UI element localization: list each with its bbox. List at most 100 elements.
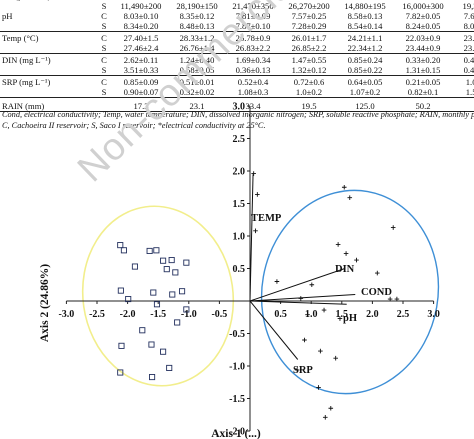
table-cell: …±300 <box>392 0 454 1</box>
table-cell: 0.85±0.24 <box>347 55 383 65</box>
y-tick-label: 0.5 <box>233 264 246 275</box>
table-cell: 19.5 <box>301 101 317 111</box>
plus-point <box>341 184 347 190</box>
table-cell: …±90 <box>450 0 474 1</box>
x-tick-label: -0.5 <box>211 309 227 320</box>
table-cell: 7.81±0.09 <box>235 11 271 21</box>
table-row-partial: EC (µS cm⁻¹) …±1.0…±350…±100…±200…±275…±3… <box>0 0 474 1</box>
table-cell: 27.46±2.4 <box>123 43 159 53</box>
y-tick-label: 3.0 <box>233 102 246 113</box>
table-cell: 0.85±0.09 <box>123 77 159 87</box>
table-cell: 7.57±0.25 <box>291 11 327 21</box>
table-cell: 24.21±1.1 <box>347 33 383 43</box>
table-cell: 1.0±0.2 <box>295 87 323 97</box>
plus-point <box>274 279 280 284</box>
table-cell: 8.34±0.20 <box>123 21 159 31</box>
y-tick-label: 1.5 <box>233 199 246 210</box>
vector-label: pH <box>343 313 357 324</box>
table-cell: 0.72±0.6 <box>293 77 325 87</box>
table-rule <box>0 111 474 112</box>
row-param-label: SRP (mg L⁻¹) <box>2 77 51 87</box>
table-row: S 0.90±0.07 0.32±0.02 1.08±0.3 1.0±0.2 1.07±0… <box>0 87 474 97</box>
table-cell: 8.03±0.10 <box>123 11 159 21</box>
table-cell: 2.62±0.11 <box>123 55 159 65</box>
table-row: pH C 8.03±0.10 8.35±0.12 7.81±0.09 7.57±0.25 8… <box>0 11 474 21</box>
table-cell: 0.52±0.4 <box>237 77 269 87</box>
table-cell: 0.64±0.05 <box>347 77 383 87</box>
y-tick-label: -1.5 <box>229 394 245 405</box>
x-tick-label: -2.5 <box>89 309 105 320</box>
table-rule <box>0 31 474 32</box>
table-cell: 23.1 <box>189 101 205 111</box>
plus-point <box>253 228 258 234</box>
table-cell: 26.01±1.7 <box>291 33 327 43</box>
table-cell: 33.4 <box>245 101 261 111</box>
vector-label: DIN <box>335 264 355 275</box>
square-point <box>120 247 127 254</box>
row-param-label: EC (µS cm⁻¹) <box>2 0 50 1</box>
square-point <box>160 348 167 355</box>
vector-label: TEMP <box>251 213 282 224</box>
plus-point <box>255 192 260 197</box>
table-cell: 1.08±0.3 <box>237 87 269 97</box>
table-cell: …±1.0 <box>110 0 172 1</box>
x-tick-label: 3.0 <box>427 309 440 320</box>
square-point <box>153 247 160 254</box>
plus-point <box>333 355 338 361</box>
table-cell: 1.57±0.2 <box>465 87 474 97</box>
table-cell: 0.32±0.02 <box>179 87 215 97</box>
table-cell: 1.31±0.15 <box>405 65 441 75</box>
plus-point <box>316 385 321 390</box>
table-cell: 26.76±1.4 <box>179 43 215 53</box>
square-point <box>153 301 161 308</box>
square-point <box>117 369 124 376</box>
vector-label: SRP <box>293 365 313 376</box>
square-point <box>183 259 190 266</box>
table-row: S 8.34±0.20 8.48±0.13 7.87±0.10 7.28±0.29 8.5… <box>0 21 474 31</box>
table-cell: 8.24±0.05 <box>405 21 441 31</box>
group-ellipse-plus <box>260 189 440 395</box>
table-cell: …±275 <box>334 0 396 1</box>
square-point <box>172 269 179 276</box>
table-cell: 19,300±90 <box>462 1 474 11</box>
table-row: S 11,490±200 28,190±150 21,470±350 26,270±20… <box>0 1 474 11</box>
table-cell: 0.58±0.05 <box>179 65 215 75</box>
row-site-label: S <box>101 43 107 53</box>
y-tick-label: -0.5 <box>229 329 245 340</box>
table-cell: …±100 <box>222 0 284 1</box>
row-site-label: S <box>101 21 107 31</box>
table-rule <box>0 97 474 98</box>
square-point <box>163 266 170 273</box>
y-tick-label: -2.0 <box>229 427 245 438</box>
row-site-label: C <box>101 77 107 87</box>
table-cell: 8.58±0.13 <box>347 11 383 21</box>
row-site-label: C <box>101 11 107 21</box>
table-cell: 0.21±0.05 <box>405 77 441 87</box>
plus-point <box>321 307 327 313</box>
plus-point <box>347 195 353 200</box>
caption-line-2: C, Cachoeira II reservoir; S, Saco I res… <box>2 121 266 130</box>
plus-point <box>251 171 256 176</box>
table-cell: 28,190±150 <box>176 1 218 11</box>
table-cell: 26.78±0.9 <box>235 33 271 43</box>
table-cell: 0.82±0.1 <box>407 87 439 97</box>
x-tick-label: 2.0 <box>366 309 379 320</box>
row-site-label: S <box>101 1 107 11</box>
table-row: Temp (°C) C 27.40±1.5 28.33±1.2 26.78±0.9 26.… <box>0 33 474 43</box>
square-point <box>148 341 155 348</box>
table-cell: 26.83±2.2 <box>235 43 271 53</box>
plus-point <box>309 282 315 288</box>
plus-point <box>294 367 300 373</box>
table-cell: 27.40±1.5 <box>123 33 159 43</box>
row-site-label: S <box>101 65 107 75</box>
loading-vector <box>249 174 254 302</box>
loading-vector <box>249 300 347 305</box>
plus-point <box>298 296 304 301</box>
square-point <box>174 319 181 326</box>
plus-point <box>322 415 328 420</box>
square-point <box>168 257 175 264</box>
plus-point <box>390 225 396 230</box>
row-site-label: S <box>101 87 107 97</box>
plus-point <box>374 270 380 276</box>
row-param-label: RAIN (mm) <box>2 101 45 111</box>
